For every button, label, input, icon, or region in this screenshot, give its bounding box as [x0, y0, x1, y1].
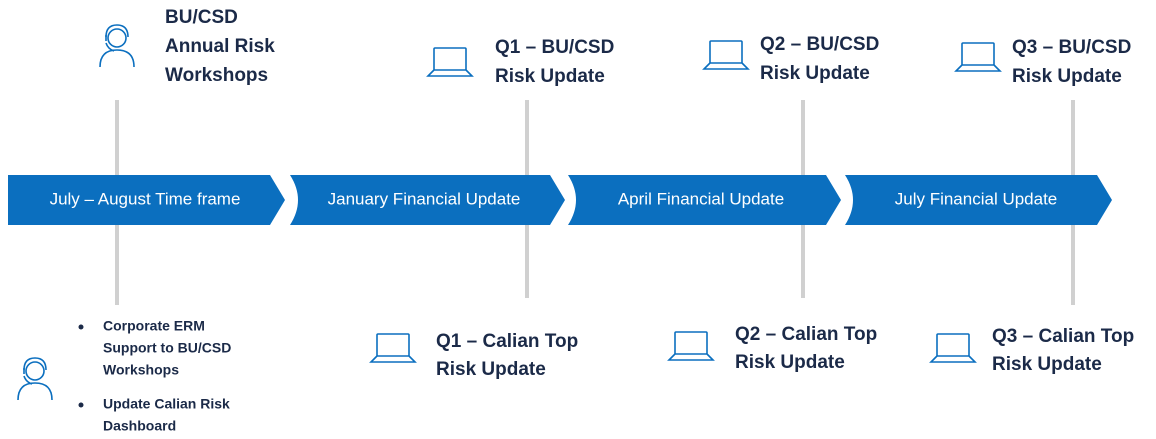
label-line: Q2 – Calian Top	[735, 324, 877, 345]
label-line: Q1 – BU/CSD	[495, 37, 614, 58]
label-line: Workshops	[165, 65, 268, 86]
phase-label: July – August Time frame	[50, 189, 241, 208]
label-line: Risk Update	[992, 354, 1102, 375]
label-line: Support to BU/CSD	[103, 340, 231, 356]
laptop-icon	[426, 47, 474, 77]
label-line: Q3 – BU/CSD	[1012, 37, 1131, 58]
label-line: Annual Risk	[165, 36, 275, 57]
phase-label: January Financial Update	[328, 189, 521, 208]
label-line: Risk Update	[495, 66, 605, 87]
label-line: Dashboard	[103, 418, 176, 434]
label-line: Risk Update	[735, 352, 845, 373]
laptop-icon	[702, 40, 750, 70]
phase-chevron	[8, 175, 285, 225]
label-line: Q2 – BU/CSD	[760, 34, 879, 55]
label-line: Corporate ERM	[103, 318, 205, 334]
phase-label: July Financial Update	[895, 189, 1058, 208]
phase-chevron	[568, 175, 841, 225]
label-line: BU/CSD	[165, 7, 238, 28]
label-line: Workshops	[103, 362, 179, 378]
laptop-icon	[929, 333, 977, 363]
laptop-icon	[667, 331, 715, 361]
label-line: Risk Update	[436, 359, 546, 380]
phase-chevron	[845, 175, 1112, 225]
person-icon	[99, 24, 135, 68]
laptop-icon	[369, 333, 417, 363]
bullet	[78, 402, 84, 408]
label-line: Update Calian Risk	[103, 396, 230, 412]
label-line: Q3 – Calian Top	[992, 326, 1134, 347]
label-line: Risk Update	[760, 63, 870, 84]
label-line: Risk Update	[1012, 66, 1122, 87]
label-line: Q1 – Calian Top	[436, 331, 578, 352]
phase-label: April Financial Update	[618, 189, 784, 208]
phase-chevron	[290, 175, 565, 225]
person-icon	[17, 357, 53, 401]
bullet	[78, 324, 84, 330]
laptop-icon	[954, 42, 1002, 72]
